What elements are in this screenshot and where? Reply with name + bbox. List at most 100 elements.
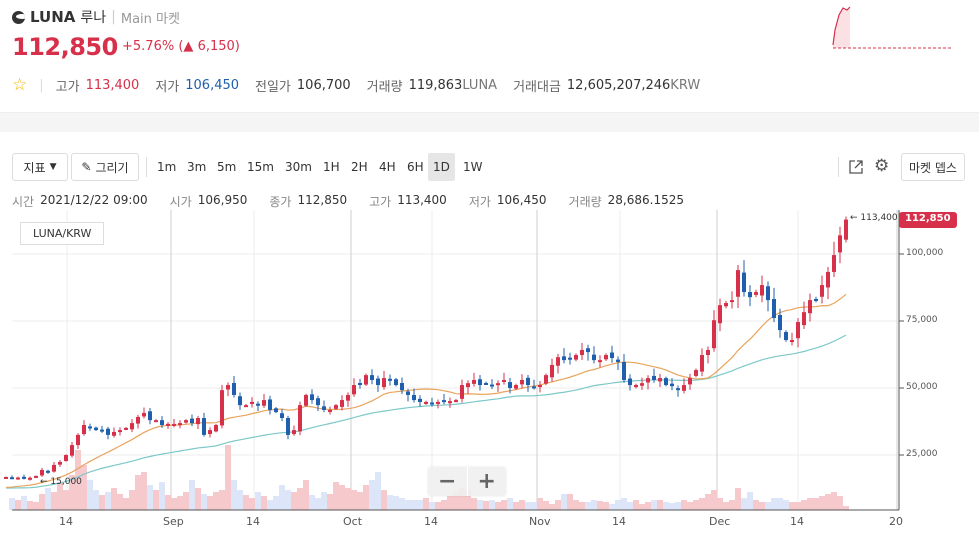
candle-body — [292, 430, 296, 435]
timeframe-2H[interactable]: 2H — [351, 160, 368, 174]
volume-bar — [843, 506, 849, 510]
candle-body — [520, 379, 524, 385]
amount-value: 12,605,207,246 — [566, 78, 671, 93]
volume-bar — [363, 485, 369, 510]
candle-body — [814, 298, 818, 301]
timeframe-1D[interactable]: 1D — [428, 153, 455, 181]
candle-body — [460, 385, 464, 399]
candle-body — [550, 364, 554, 378]
change-amount: 6,150 — [197, 39, 235, 54]
volume-bar — [747, 492, 753, 510]
volume-bar — [219, 490, 225, 510]
candle-body — [712, 320, 716, 349]
volume-value: 119,863 — [408, 78, 463, 93]
timeframe-1m[interactable]: 1m — [157, 160, 177, 174]
timeframe-30m[interactable]: 30m — [285, 160, 312, 174]
volume-bar — [735, 488, 741, 510]
volume-bar — [255, 492, 261, 510]
candle-body — [832, 255, 836, 272]
price-change: +5.76% (▲ 6,150) — [122, 39, 240, 54]
favorite-star-icon[interactable]: ☆ — [12, 75, 28, 95]
settings-gear-icon[interactable]: ⚙ — [874, 156, 890, 176]
volume-bar — [57, 482, 63, 510]
volume-bar — [399, 498, 405, 510]
candle-body — [466, 383, 470, 388]
timeframe-1H[interactable]: 1H — [323, 160, 340, 174]
candle-body — [694, 370, 698, 376]
low-marker: ← 15,000 — [40, 477, 82, 487]
candle-body — [844, 219, 848, 240]
timeframe-1W[interactable]: 1W — [463, 160, 483, 174]
candle-body — [88, 426, 92, 429]
y-tick-label: 100,000 — [906, 248, 944, 258]
ma50-line — [5, 334, 847, 489]
candle-body — [232, 382, 236, 395]
high-marker: ← 113,400 — [850, 213, 898, 223]
up-triangle-icon: ▲ — [183, 39, 194, 54]
candle-body — [334, 405, 338, 409]
zoom-control: − + — [428, 467, 506, 496]
volume-bar — [465, 490, 471, 510]
candle-body — [178, 423, 182, 426]
candle-body — [112, 431, 116, 436]
zoom-in-button[interactable]: + — [477, 469, 496, 494]
indicator-dropdown[interactable]: 지표 ▼ — [12, 153, 68, 181]
volume-bar — [507, 498, 513, 510]
candle-body — [802, 312, 806, 326]
volume-bar — [231, 480, 237, 510]
candle-body — [448, 401, 452, 404]
candle-body — [796, 322, 800, 339]
timeframe-15m[interactable]: 15m — [247, 160, 274, 174]
volume-bar — [459, 488, 465, 510]
volume-bar — [93, 490, 99, 510]
zoom-out-button[interactable]: − — [428, 467, 468, 496]
volume-bar — [327, 494, 333, 510]
candle-body — [490, 384, 494, 387]
candle-body — [274, 408, 278, 413]
low-marker-value: 15,000 — [50, 477, 82, 487]
volume-bar — [633, 500, 639, 510]
candle-body — [628, 378, 632, 386]
candle-body — [184, 420, 188, 423]
volume-bar — [9, 498, 15, 510]
amount-unit: KRW — [670, 78, 701, 93]
volume-bar — [429, 502, 435, 510]
candle-body — [478, 379, 482, 386]
market-depth-button[interactable]: 마켓 뎁스 — [901, 153, 965, 181]
volume-bar — [699, 498, 705, 510]
candle-body — [64, 455, 68, 462]
volume-bar — [39, 494, 45, 510]
volume-bar — [15, 500, 21, 510]
timeframe-4H[interactable]: 4H — [379, 160, 396, 174]
volume-bar — [537, 498, 543, 510]
candle-body — [196, 418, 200, 425]
volume-bar — [531, 502, 537, 510]
draw-button[interactable]: ✎ 그리기 — [71, 153, 139, 181]
low-label: 저가 — [468, 195, 491, 209]
timeframe-5m[interactable]: 5m — [217, 160, 237, 174]
candle-body — [544, 375, 548, 384]
volume-bar — [45, 488, 51, 510]
candle-body — [826, 271, 830, 288]
volume-bar — [627, 502, 633, 510]
candle-body — [742, 272, 746, 293]
candle-body — [442, 400, 446, 403]
high-label: 고가 — [369, 195, 392, 209]
sparkline-line — [832, 6, 851, 46]
timeframe-3m[interactable]: 3m — [187, 160, 207, 174]
volume-bar — [171, 498, 177, 510]
volume-bar — [375, 472, 381, 510]
volume-bar — [519, 500, 525, 510]
volume-bar — [141, 472, 147, 510]
volume-bar — [33, 502, 39, 510]
market-name[interactable]: Main 마켓 — [120, 11, 180, 27]
volume-bar — [351, 490, 357, 510]
volume-bar — [183, 492, 189, 510]
timeframe-6H[interactable]: 6H — [407, 160, 424, 174]
volume-bar — [267, 500, 273, 510]
volume-bar — [513, 502, 519, 510]
popout-icon[interactable] — [849, 160, 863, 174]
candle-body — [220, 390, 224, 426]
x-tick-label: 14 — [246, 515, 260, 528]
